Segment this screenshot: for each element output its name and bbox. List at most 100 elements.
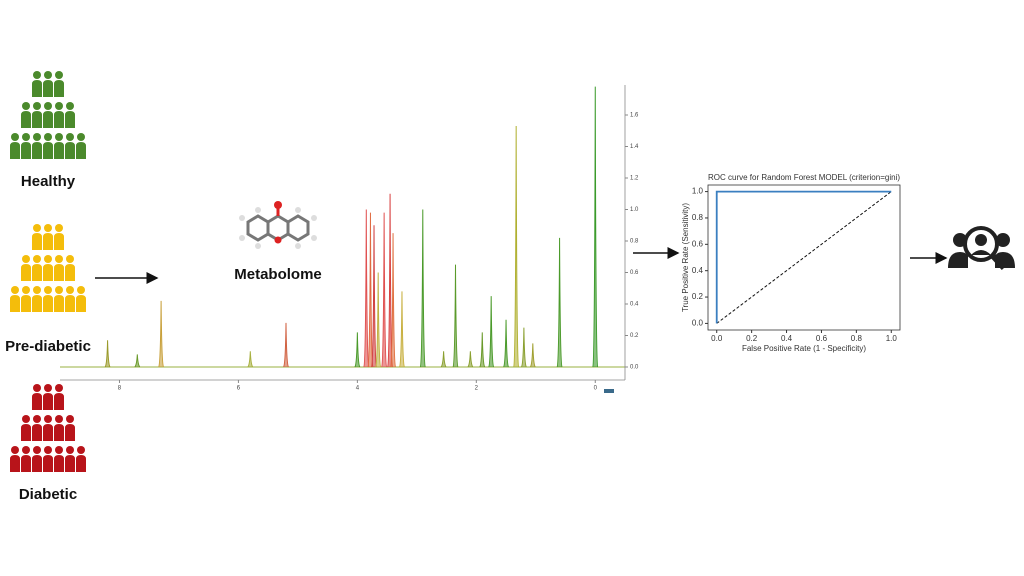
spectrum-peak (488, 296, 495, 368)
people-group (10, 71, 86, 159)
person-body (65, 424, 75, 441)
roc-xlabel: False Positive Rate (1 - Specificity) (742, 344, 866, 353)
person-head (44, 255, 52, 263)
spectrum-peak (479, 332, 486, 368)
person-head (66, 446, 74, 454)
person-body (54, 295, 64, 312)
person-head (22, 286, 30, 294)
person-body (32, 424, 42, 441)
spectrum-peak (363, 209, 370, 368)
x-tick-label: 0 (594, 386, 598, 392)
person-body (65, 142, 75, 159)
person-body (32, 393, 42, 410)
person-body (65, 111, 75, 128)
person-head (44, 224, 52, 232)
chance-line (716, 191, 892, 324)
person-head (66, 102, 74, 110)
person-head (22, 102, 30, 110)
person-body (21, 111, 31, 128)
person-body (32, 455, 42, 472)
spectrum-peak (104, 340, 111, 368)
y-tick-label: 0.2 (692, 292, 704, 301)
person-body (21, 142, 31, 159)
person-body (54, 424, 64, 441)
person-head (11, 286, 19, 294)
person-body (54, 142, 64, 159)
x-tick-label: 0.2 (746, 334, 758, 343)
people-group (10, 224, 86, 312)
spectrum-peak (283, 322, 289, 368)
person-head (44, 71, 52, 79)
y-tick-label: 0.8 (630, 239, 639, 245)
person-body (43, 455, 53, 472)
y-tick-label: 1.6 (630, 113, 639, 119)
person-body (43, 233, 53, 250)
roc-frame (707, 184, 901, 331)
person-body (43, 264, 53, 281)
spectrum-peak (134, 354, 141, 368)
y-tick-label: 1.0 (630, 207, 639, 213)
x-tick-label: 0.6 (816, 334, 828, 343)
person-head (55, 446, 63, 454)
person-head (33, 102, 41, 110)
y-tick-label: 0.6 (630, 270, 639, 276)
person-head (77, 446, 85, 454)
person-body (32, 80, 42, 97)
spectrum-peak (375, 272, 382, 368)
arrows (95, 247, 948, 284)
person-body (10, 142, 20, 159)
spectrum-peak (371, 225, 378, 368)
person-body (32, 111, 42, 128)
person-body (10, 295, 20, 312)
person-body (21, 264, 31, 281)
person-head (55, 102, 63, 110)
roc-curve (715, 190, 892, 324)
person-head (33, 384, 41, 392)
y-tick-label: 0.0 (630, 365, 639, 371)
person-body (76, 455, 86, 472)
person-body (21, 295, 31, 312)
person-head (33, 224, 41, 232)
person-head (77, 286, 85, 294)
person-head (22, 133, 30, 141)
person-head (66, 286, 74, 294)
spectrum-peak (452, 264, 459, 368)
person-body (43, 424, 53, 441)
person-head (33, 133, 41, 141)
person-body (65, 264, 75, 281)
x-tick-label: 6 (237, 386, 241, 392)
spectrum-peak (354, 332, 361, 368)
person-head (11, 446, 19, 454)
spectrum-peak (520, 327, 527, 368)
x-tick-label: 2 (475, 386, 479, 392)
person-body (21, 424, 31, 441)
person-body (65, 455, 75, 472)
person-head (55, 286, 63, 294)
spectrum-peak (381, 212, 388, 368)
person-head (44, 286, 52, 294)
person-head (55, 415, 63, 423)
y-tick-label: 0.8 (692, 213, 704, 222)
person-body (54, 111, 64, 128)
y-tick-label: 0.2 (630, 333, 639, 339)
person-body (43, 393, 53, 410)
person-head (44, 415, 52, 423)
y-tick-label: 1.0 (692, 187, 704, 196)
person-head (33, 415, 41, 423)
spectrum-peak (158, 300, 165, 368)
x-tick-label: 4 (356, 386, 360, 392)
person-head (44, 384, 52, 392)
spectrum-peak (247, 351, 254, 368)
group-label: Pre-diabetic (5, 338, 91, 355)
person-body (32, 233, 42, 250)
person-body (43, 80, 53, 97)
person-body (54, 233, 64, 250)
logo (604, 389, 614, 393)
person-head (33, 446, 41, 454)
person-head (77, 133, 85, 141)
person-body (54, 264, 64, 281)
people-group (10, 384, 86, 472)
person-head (22, 446, 30, 454)
group-label: Diabetic (19, 486, 77, 503)
